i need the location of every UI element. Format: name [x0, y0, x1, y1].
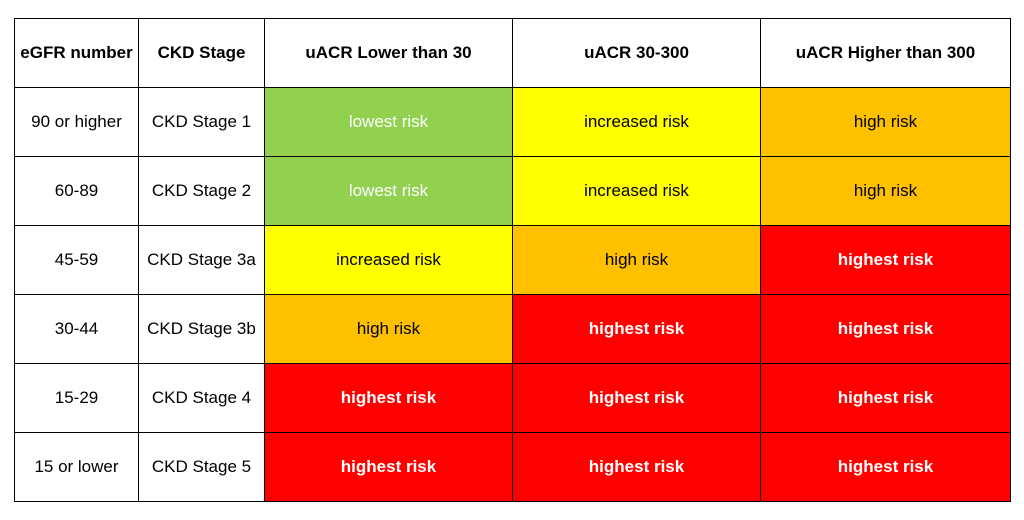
- header-row: eGFR number CKD Stage uACR Lower than 30…: [14, 18, 1011, 88]
- table-row: 15-29 CKD Stage 4 highest risk highest r…: [14, 363, 1011, 433]
- table-row: 45-59 CKD Stage 3a increased risk high r…: [14, 225, 1011, 295]
- risk-cell: high risk: [760, 156, 1011, 226]
- risk-cell: highest risk: [264, 363, 513, 433]
- risk-cell: highest risk: [760, 225, 1011, 295]
- egfr-cell: 15 or lower: [14, 432, 139, 502]
- header-uacr-higher-than-300: uACR Higher than 300: [760, 18, 1011, 88]
- risk-cell: lowest risk: [264, 87, 513, 157]
- header-egfr: eGFR number: [14, 18, 139, 88]
- egfr-cell: 45-59: [14, 225, 139, 295]
- stage-cell: CKD Stage 5: [138, 432, 265, 502]
- egfr-cell: 60-89: [14, 156, 139, 226]
- stage-cell: CKD Stage 2: [138, 156, 265, 226]
- egfr-cell: 90 or higher: [14, 87, 139, 157]
- risk-cell: highest risk: [512, 294, 761, 364]
- risk-cell: highest risk: [264, 432, 513, 502]
- risk-cell: highest risk: [760, 294, 1011, 364]
- risk-cell: increased risk: [512, 87, 761, 157]
- risk-cell: increased risk: [264, 225, 513, 295]
- table-row: 90 or higher CKD Stage 1 lowest risk inc…: [14, 87, 1011, 157]
- stage-cell: CKD Stage 3a: [138, 225, 265, 295]
- stage-cell: CKD Stage 4: [138, 363, 265, 433]
- risk-cell: highest risk: [512, 363, 761, 433]
- table-row: 15 or lower CKD Stage 5 highest risk hig…: [14, 432, 1011, 502]
- header-uacr-lower-than-30: uACR Lower than 30: [264, 18, 513, 88]
- table-row: 30-44 CKD Stage 3b high risk highest ris…: [14, 294, 1011, 364]
- risk-cell: increased risk: [512, 156, 761, 226]
- risk-cell: highest risk: [512, 432, 761, 502]
- stage-cell: CKD Stage 1: [138, 87, 265, 157]
- egfr-cell: 15-29: [14, 363, 139, 433]
- table-row: 60-89 CKD Stage 2 lowest risk increased …: [14, 156, 1011, 226]
- stage-cell: CKD Stage 3b: [138, 294, 265, 364]
- ckd-risk-table-container: eGFR number CKD Stage uACR Lower than 30…: [14, 18, 1011, 502]
- risk-cell: high risk: [512, 225, 761, 295]
- risk-cell: high risk: [760, 87, 1011, 157]
- risk-cell: lowest risk: [264, 156, 513, 226]
- header-uacr-30-300: uACR 30-300: [512, 18, 761, 88]
- risk-cell: high risk: [264, 294, 513, 364]
- egfr-cell: 30-44: [14, 294, 139, 364]
- header-ckd-stage: CKD Stage: [138, 18, 265, 88]
- ckd-risk-table: eGFR number CKD Stage uACR Lower than 30…: [14, 18, 1011, 502]
- risk-cell: highest risk: [760, 363, 1011, 433]
- risk-cell: highest risk: [760, 432, 1011, 502]
